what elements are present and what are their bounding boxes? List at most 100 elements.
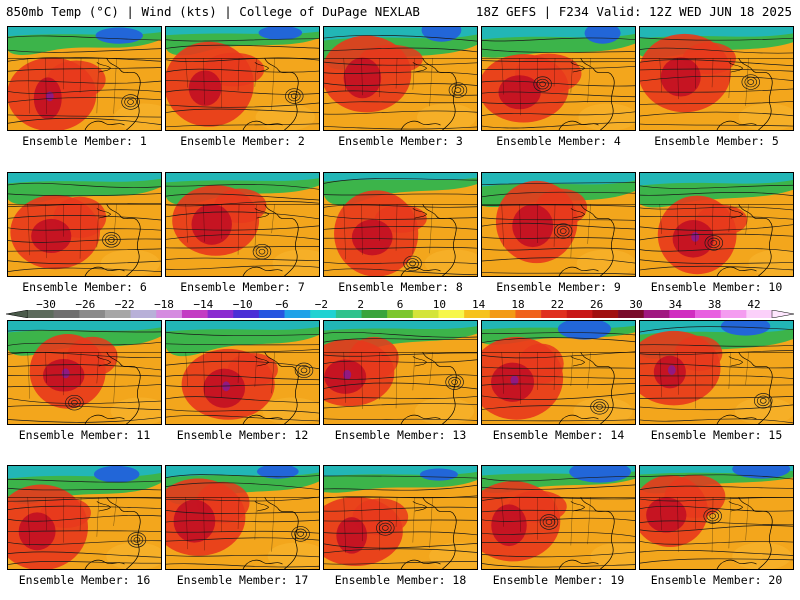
temperature-map — [165, 26, 320, 131]
colorbar-swatch — [79, 310, 106, 318]
temperature-map — [165, 465, 320, 570]
colorbar-swatch — [310, 310, 337, 318]
colorbar-swatch — [156, 310, 183, 318]
map-image — [482, 466, 635, 569]
member-caption: Ensemble Member: 6 — [22, 280, 147, 294]
colorbar-arrow — [6, 310, 29, 318]
colorbar-swatch — [541, 310, 568, 318]
temperature-map — [323, 320, 478, 425]
ensemble-member-panel: Ensemble Member: 18 — [323, 465, 478, 587]
colorbar-swatch — [335, 310, 362, 318]
colorbar-tick-label: 6 — [396, 298, 404, 311]
member-caption: Ensemble Member: 17 — [176, 573, 309, 587]
map-image — [482, 27, 635, 130]
ensemble-member-panel: Ensemble Member: 5 — [639, 26, 794, 148]
temperature-map — [323, 465, 478, 570]
member-caption: Ensemble Member: 3 — [338, 134, 463, 148]
temperature-colorbar: −30 −26 −22 −18 −14 −10 −6 −2 2 6 10 14 18 22 26 30 34 38… — [6, 298, 794, 324]
colorbar-swatch — [104, 310, 131, 318]
colorbar-swatch — [720, 310, 747, 318]
colorbar-swatch — [746, 310, 773, 318]
colorbar-tick-label: −6 — [275, 298, 289, 311]
temperature-map — [7, 172, 162, 277]
map-image — [324, 173, 477, 276]
temperature-map — [639, 320, 794, 425]
member-caption: Ensemble Member: 10 — [650, 280, 783, 294]
colorbar-tick-label: −14 — [193, 298, 214, 311]
colorbar-swatch — [618, 310, 645, 318]
temperature-map — [481, 320, 636, 425]
ensemble-member-panel: Ensemble Member: 19 — [481, 465, 636, 587]
map-image — [8, 466, 161, 569]
map-image — [166, 466, 319, 569]
temperature-map — [165, 172, 320, 277]
ensemble-member-panel: Ensemble Member: 3 — [323, 26, 478, 148]
colorbar-swatch — [438, 310, 465, 318]
colorbar-swatch — [412, 310, 439, 318]
member-caption: Ensemble Member: 4 — [496, 134, 621, 148]
colorbar-tick-label: 2 — [357, 298, 364, 311]
colorbar-swatch — [464, 310, 491, 318]
colorbar-swatch — [592, 310, 619, 318]
member-caption: Ensemble Member: 8 — [338, 280, 463, 294]
colorbar-swatch — [643, 310, 670, 318]
colorbar-scale — [6, 310, 794, 318]
map-image — [166, 173, 319, 276]
colorbar-swatch — [669, 310, 696, 318]
colorbar-swatch — [489, 310, 516, 318]
colorbar-tick-label: 38 — [708, 298, 722, 311]
member-caption: Ensemble Member: 12 — [176, 428, 309, 442]
colorbar-swatch — [361, 310, 388, 318]
colorbar-tick-label: −22 — [114, 298, 135, 311]
colorbar-tick-label: −18 — [154, 298, 174, 311]
member-caption: Ensemble Member: 20 — [650, 573, 783, 587]
colorbar-tick-label: 10 — [432, 298, 446, 311]
ensemble-member-panel: Ensemble Member: 8 — [323, 172, 478, 294]
temperature-map — [323, 172, 478, 277]
temperature-map — [481, 465, 636, 570]
colorbar-labels: −30 −26 −22 −18 −14 −10 −6 −2 2 6 10 14 18 22 26 30 34 38… — [6, 298, 794, 311]
member-caption: Ensemble Member: 14 — [492, 428, 625, 442]
ensemble-member-panel: Ensemble Member: 12 — [165, 320, 320, 442]
ensemble-member-panel: Ensemble Member: 14 — [481, 320, 636, 442]
map-image — [166, 27, 319, 130]
ensemble-member-panel: Ensemble Member: 13 — [323, 320, 478, 442]
member-caption: Ensemble Member: 7 — [180, 280, 305, 294]
temperature-map — [481, 172, 636, 277]
colorbar-swatch — [284, 310, 311, 318]
ensemble-member-panel: Ensemble Member: 9 — [481, 172, 636, 294]
colorbar-tick-label: 34 — [668, 298, 682, 311]
map-image — [324, 466, 477, 569]
temperature-map — [639, 172, 794, 277]
member-caption: Ensemble Member: 5 — [654, 134, 779, 148]
colorbar-tick-label: 14 — [472, 298, 486, 311]
temperature-map — [7, 320, 162, 425]
member-caption: Ensemble Member: 9 — [496, 280, 621, 294]
colorbar-tick-label: −2 — [314, 298, 328, 311]
colorbar-swatch — [233, 310, 260, 318]
colorbar-tick-label: 26 — [590, 298, 604, 311]
member-caption: Ensemble Member: 18 — [334, 573, 467, 587]
colorbar-swatch — [130, 310, 157, 318]
map-image — [482, 173, 635, 276]
ensemble-member-panel: Ensemble Member: 4 — [481, 26, 636, 148]
ensemble-member-panel: Ensemble Member: 20 — [639, 465, 794, 587]
colorbar-swatch — [207, 310, 234, 318]
map-image — [640, 27, 793, 130]
ensemble-member-panel: Ensemble Member: 1 — [7, 26, 162, 148]
colorbar-tick-label: 42 — [747, 298, 761, 311]
ensemble-member-panel: Ensemble Member: 6 — [7, 172, 162, 294]
valid-time: 18Z GEFS | F234 Valid: 12Z WED JUN 18 20… — [475, 4, 792, 19]
colorbar-tick-label: −30 — [36, 298, 56, 311]
colorbar-tick-label: 30 — [629, 298, 643, 311]
colorbar-swatch — [515, 310, 542, 318]
colorbar-swatch — [53, 310, 80, 318]
map-image — [482, 321, 635, 424]
map-image — [324, 27, 477, 130]
temperature-map — [165, 320, 320, 425]
ensemble-member-panel: Ensemble Member: 15 — [639, 320, 794, 442]
member-caption: Ensemble Member: 19 — [492, 573, 625, 587]
ensemble-member-panel: Ensemble Member: 2 — [165, 26, 320, 148]
temperature-map — [323, 26, 478, 131]
